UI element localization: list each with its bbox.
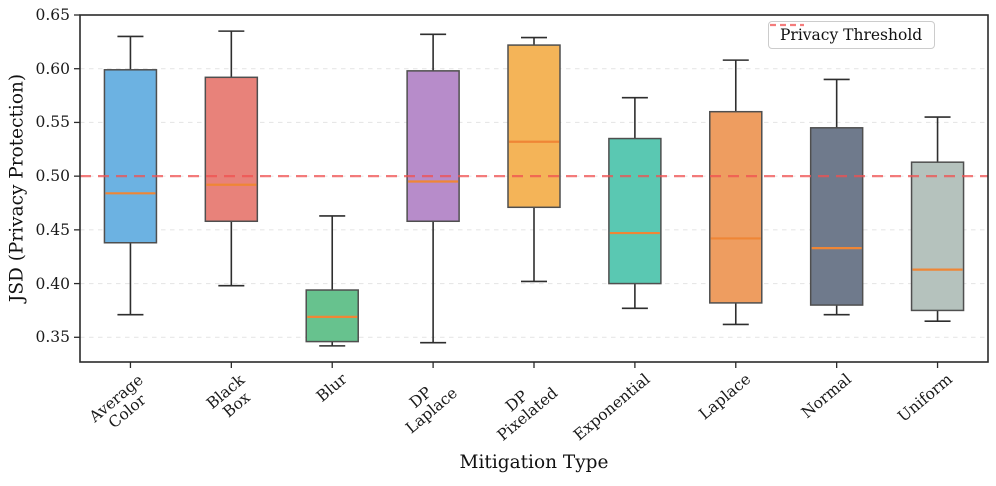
y-tick-label-0.40: 0.40 [35,274,70,293]
x-axis-title: Mitigation Type [459,452,609,473]
y-tick-label-0.35: 0.35 [35,328,70,347]
y-tick-label-0.50: 0.50 [35,167,70,186]
iqr-box [507,44,561,209]
y-axis-title: JSD (Privacy Protection) [6,73,28,303]
y-tick-label-0.60: 0.60 [35,59,70,78]
box-laplace [709,59,763,326]
box-dp-pixelated [507,36,561,283]
iqr-box [406,70,460,223]
box-dp-laplace [406,33,460,344]
y-tick-label-0.65: 0.65 [35,6,70,24]
box-normal [809,78,864,316]
iqr-box [608,137,662,285]
legend-dashed-line-sample [770,23,804,27]
iqr-box [809,127,864,306]
legend-label: Privacy Threshold [780,26,923,44]
y-tick-label-0.55: 0.55 [35,113,70,132]
box-exponential [608,96,662,310]
legend: Privacy Threshold [768,21,936,49]
y-tick-label-0.45: 0.45 [35,220,70,239]
box-uniform [910,116,965,322]
iqr-box [910,161,965,312]
iqr-box [103,69,158,244]
iqr-box [204,76,259,223]
box-blur [305,215,359,347]
iqr-box [709,110,763,304]
box-average-color [103,35,158,316]
box-black-box [204,30,259,287]
